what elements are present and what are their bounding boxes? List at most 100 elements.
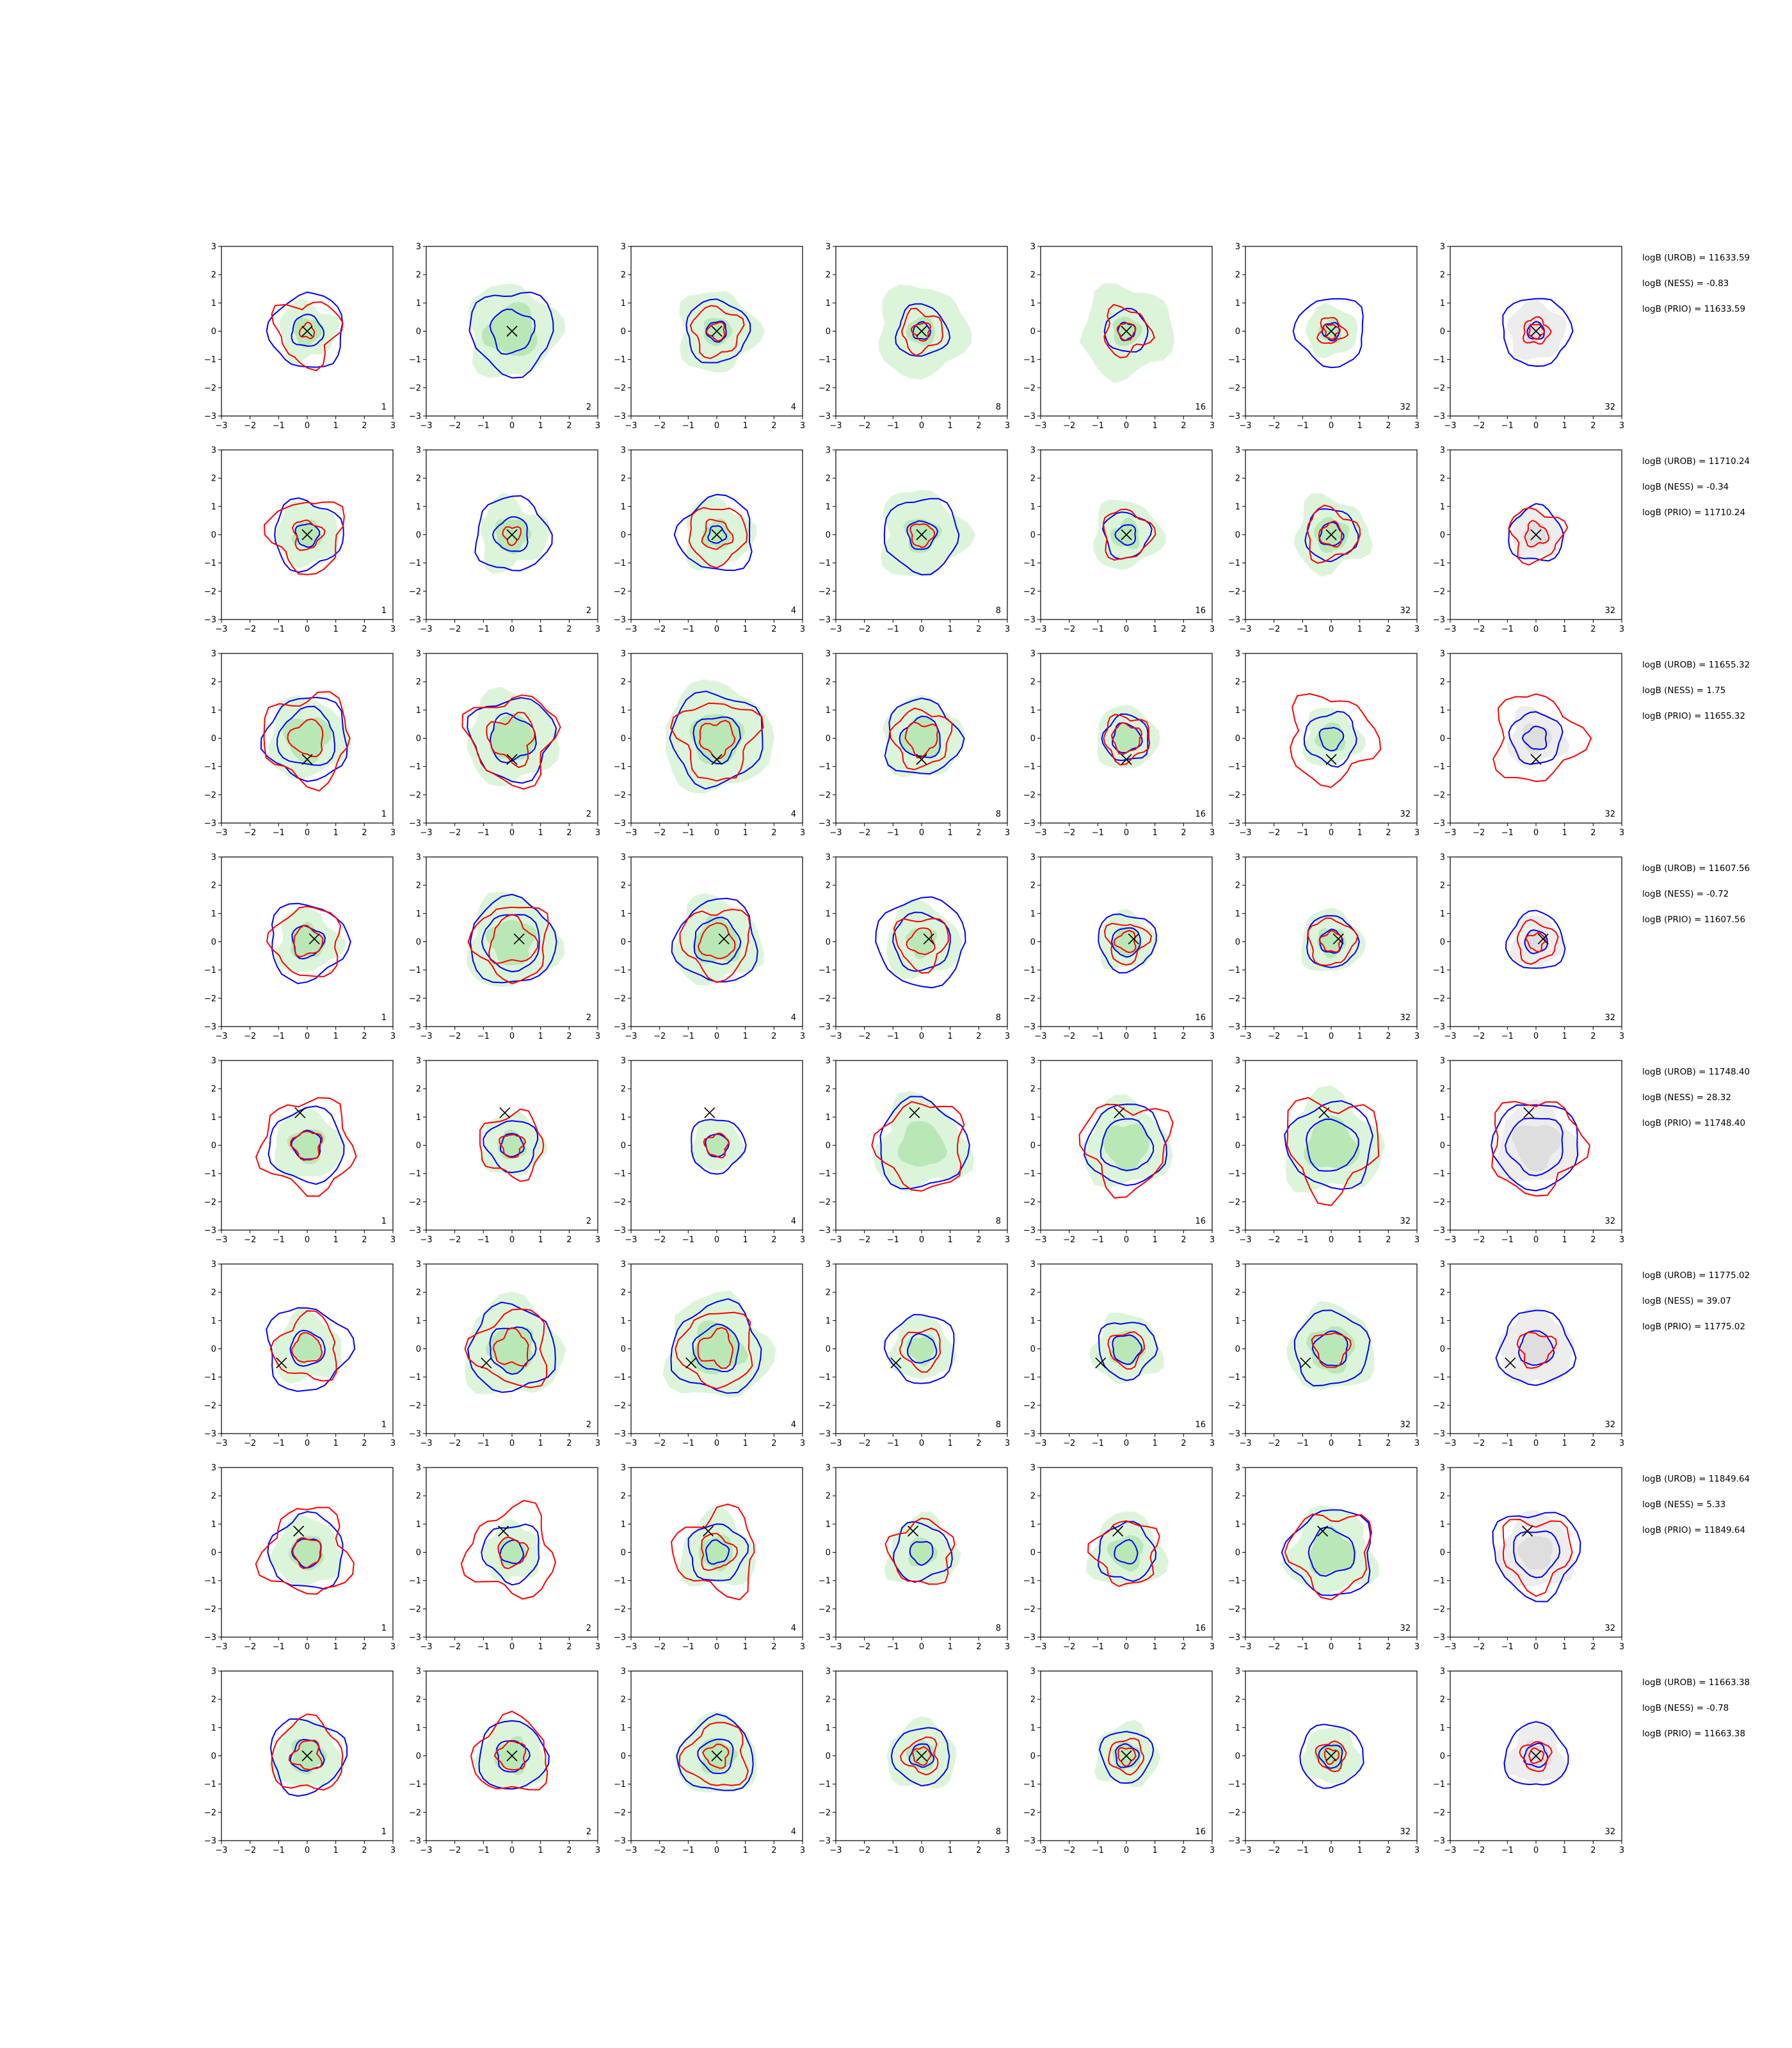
y-tick-label: 0: [416, 938, 421, 947]
x-tick-label: 1: [948, 421, 953, 431]
x-tick-label: −2: [1063, 421, 1075, 431]
x-tick-label: 3: [390, 421, 396, 431]
y-tick-label: 1: [211, 299, 216, 308]
y-tick-label: −3: [1023, 1633, 1036, 1643]
y-tick-label: −1: [819, 966, 831, 975]
x-tick-label: −3: [215, 421, 227, 431]
x-tick-label: 1: [1562, 421, 1567, 431]
y-tick-label: 1: [1030, 1520, 1036, 1530]
x-tick-label: −3: [1239, 1439, 1251, 1448]
x-tick-label: 1: [1153, 421, 1158, 431]
true-value-marker: [1300, 1357, 1311, 1369]
y-tick-label: 2: [1030, 1695, 1036, 1705]
y-tick-label: 1: [211, 1316, 216, 1326]
y-tick-label: 2: [211, 678, 216, 687]
y-tick-label: 2: [416, 271, 421, 280]
x-tick-label: 0: [305, 1439, 310, 1448]
y-tick-label: −3: [819, 1430, 831, 1439]
red-contour: [1492, 693, 1592, 783]
x-tick-label: 2: [1181, 1032, 1186, 1041]
x-tick-label: 3: [800, 1642, 805, 1652]
y-tick-label: −2: [204, 1808, 216, 1818]
y-tick-label: 0: [826, 327, 831, 337]
y-tick-label: 1: [826, 1520, 831, 1530]
x-tick-label: −3: [625, 1439, 637, 1448]
y-tick-label: 3: [211, 853, 216, 863]
y-tick-label: −3: [614, 1226, 626, 1236]
x-tick-label: 0: [305, 1846, 310, 1855]
x-tick-label: 2: [976, 828, 981, 838]
posterior-density-fill: [897, 1121, 947, 1167]
blue-contour: [909, 1540, 934, 1566]
y-tick-label: 2: [1235, 1288, 1240, 1298]
y-tick-label: 1: [1235, 299, 1240, 308]
true-value-marker: [506, 529, 518, 541]
y-tick-label: −1: [614, 559, 626, 568]
red-contour: [291, 1332, 323, 1363]
blue-contour: [670, 1298, 762, 1394]
blue-contour: [1503, 1721, 1569, 1786]
y-tick-label: 2: [211, 1492, 216, 1501]
y-tick-label: −1: [1433, 1576, 1445, 1586]
logb-annotation: logB (UROB) = 11775.02: [1642, 1270, 1750, 1281]
posterior-density-fill: [485, 1326, 534, 1375]
y-tick-label: 3: [1440, 1667, 1445, 1677]
x-tick-label: −3: [829, 828, 842, 838]
y-tick-label: 3: [416, 650, 421, 659]
corner-label: 32: [1604, 1624, 1615, 1633]
x-tick-label: −2: [858, 1235, 870, 1245]
x-tick-label: −3: [215, 1846, 227, 1855]
y-tick-label: −1: [1023, 1780, 1036, 1789]
logb-annotation: logB (UROB) = 11748.40: [1642, 1067, 1750, 1077]
x-tick-label: −1: [682, 1846, 694, 1855]
red-contour: [1315, 1740, 1347, 1773]
x-tick-label: −3: [829, 1439, 842, 1448]
x-tick-label: −3: [625, 828, 637, 838]
true-value-marker: [718, 933, 730, 945]
x-tick-label: 1: [948, 1439, 953, 1448]
y-tick-label: 0: [1235, 1141, 1240, 1151]
x-tick-label: 2: [771, 421, 776, 431]
y-tick-label: 1: [826, 1724, 831, 1733]
y-tick-label: 3: [416, 1464, 421, 1473]
red-contour: [1306, 504, 1361, 564]
x-tick-label: −2: [653, 1032, 666, 1041]
y-tick-label: −2: [1228, 1197, 1240, 1207]
x-tick-label: 2: [1181, 625, 1186, 634]
red-contour: [1087, 1520, 1160, 1587]
corner-label: 32: [1400, 1624, 1411, 1633]
x-tick-label: 1: [1357, 828, 1363, 838]
subplot: −3 −2 −1 0 1 2 3 −3 −2 −1 0 1 2 3 16: [1023, 446, 1215, 635]
x-tick-label: 0: [509, 421, 515, 431]
red-contour: [288, 1740, 323, 1771]
y-tick-label: 3: [1235, 243, 1240, 252]
red-contour: [1491, 1101, 1590, 1197]
y-tick-label: 3: [1235, 1260, 1240, 1270]
y-tick-label: 0: [1440, 1548, 1445, 1558]
x-tick-label: 3: [800, 1846, 805, 1855]
y-tick-label: −2: [819, 1604, 831, 1614]
y-tick-label: 0: [621, 1752, 626, 1761]
y-tick-label: 3: [1440, 1260, 1445, 1270]
red-contour: [293, 925, 324, 957]
x-tick-label: −2: [653, 828, 666, 838]
x-tick-label: 3: [1414, 1439, 1420, 1448]
x-tick-label: 1: [538, 1642, 543, 1652]
x-tick-label: 2: [1590, 421, 1596, 431]
y-tick-label: 0: [211, 1345, 216, 1354]
blue-contour: [483, 1120, 539, 1174]
y-tick-label: 3: [1440, 1464, 1445, 1473]
x-tick-label: −2: [1473, 421, 1485, 431]
y-tick-label: −3: [819, 1633, 831, 1643]
y-tick-label: 0: [211, 1752, 216, 1761]
x-tick-label: 2: [1386, 828, 1391, 838]
x-tick-label: −1: [1297, 1032, 1309, 1041]
x-tick-label: 0: [509, 1235, 515, 1245]
